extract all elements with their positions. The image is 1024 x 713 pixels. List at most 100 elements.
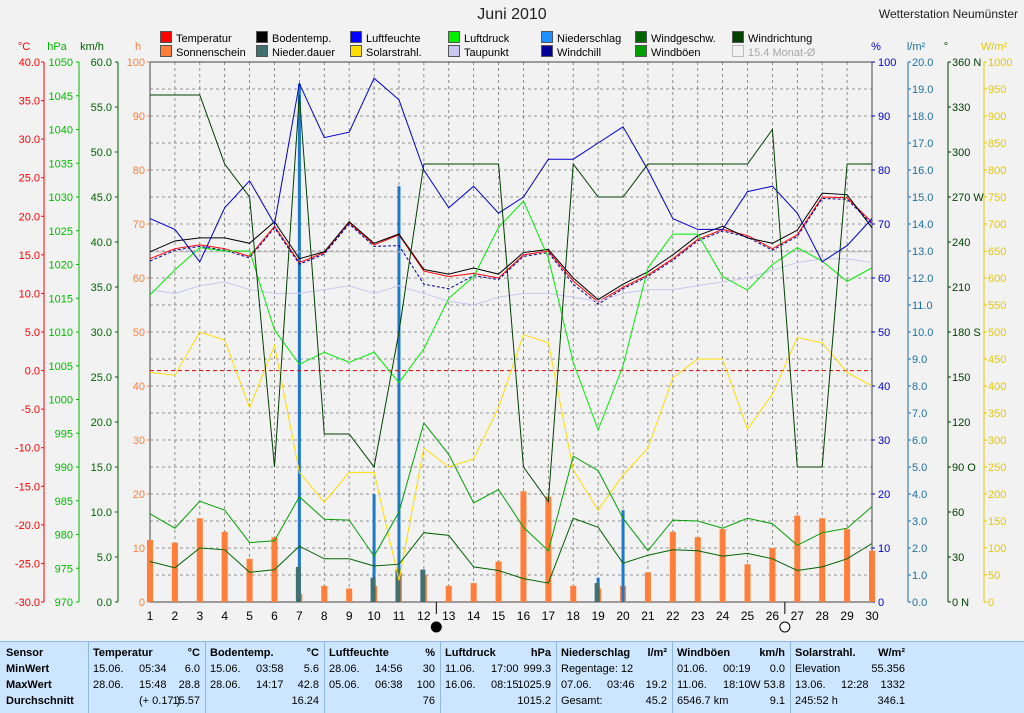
bar-sonnenschein xyxy=(445,585,452,602)
stats-section: Niederschlag l/m² Regentage: 12 07.06. 03:46… xyxy=(556,642,673,713)
x-tick-label: 17 xyxy=(542,609,556,623)
axis-tick-label: 14.0 xyxy=(912,219,933,231)
stats-date: 05.06. xyxy=(329,679,360,691)
axis-tick-label: 13.0 xyxy=(912,246,933,258)
legend-swatch xyxy=(448,31,460,43)
stats-value: 30 xyxy=(422,663,435,675)
stats-value: 6.0 xyxy=(184,663,200,675)
axis-unit-label: hPa xyxy=(47,41,67,53)
axis-tick-label: 330 xyxy=(952,102,970,114)
stats-date: Gesamt: xyxy=(561,695,603,707)
stats-date: 28.06. xyxy=(210,679,241,691)
legend-label: Temperatur xyxy=(176,33,232,45)
line-solarstrahl xyxy=(149,331,873,581)
line-windben xyxy=(149,421,873,558)
axis-tick-label: 600 xyxy=(988,273,1006,285)
stats-section-title: Temperatur xyxy=(93,647,153,659)
stats-section: Solarstrahl. W/m² Elevation 55.356 13.06. 12:… xyxy=(790,642,911,713)
stats-value: 1025.9 xyxy=(517,679,551,691)
axis-tick-label: 850 xyxy=(988,138,1006,150)
stats-section-unit: hPa xyxy=(530,647,551,659)
x-tick-label: 5 xyxy=(246,609,253,623)
bar-sonnenschein xyxy=(819,518,826,602)
axis-tick-label: 200 xyxy=(988,489,1006,501)
axis-tick-label: 1000 xyxy=(49,395,73,407)
x-tick-label: 7 xyxy=(296,609,303,623)
stats-value: 15.57 xyxy=(172,695,200,707)
line-windrichtung xyxy=(150,94,872,503)
axis-tick-label: 250 xyxy=(988,462,1006,474)
stats-row-label: MaxWert xyxy=(6,679,52,691)
bar-sonnenschein xyxy=(470,583,477,602)
axis-tick-label: 20 xyxy=(878,489,890,501)
legend-swatch xyxy=(732,31,744,43)
axis-tick-label: 180 S xyxy=(952,327,981,339)
axis-tick-label: 55.0 xyxy=(91,102,112,114)
stats-value: 28.8 xyxy=(178,679,200,691)
axis-tick-label: 80 xyxy=(133,165,145,177)
axis-tick-label: 1025 xyxy=(49,226,73,238)
axis-tick-label: 700 xyxy=(988,219,1006,231)
x-tick-label: 14 xyxy=(467,609,481,623)
axis-tick-label: 90 xyxy=(878,111,890,123)
axis-tick-label: 40 xyxy=(133,381,145,393)
axis-tick-label: 60.0 xyxy=(91,57,112,69)
axis-tick-label: 980 xyxy=(55,530,73,542)
bar-sonnenschein xyxy=(719,529,726,602)
legend-label: Windböen xyxy=(651,47,701,59)
x-tick-label: 8 xyxy=(321,609,328,623)
x-tick-label: 2 xyxy=(172,609,179,623)
axis-tick-label: 30 xyxy=(133,435,145,447)
axis-tick-label: 0.0 xyxy=(25,366,40,378)
axis-tick-label: 45.0 xyxy=(91,192,112,204)
stats-time: 14:17 xyxy=(256,679,284,691)
axis-tick-label: 985 xyxy=(55,496,73,508)
axis-tick-label: 0 xyxy=(988,597,994,609)
axis-tick-label: 20 xyxy=(133,489,145,501)
station-name: Wetterstation Neumünster xyxy=(878,7,1018,21)
x-tick-label: 4 xyxy=(221,609,228,623)
legend-item: Solarstrahl. xyxy=(350,45,422,59)
stats-time: 12:28 xyxy=(841,679,869,691)
axis-tick-label: 150 xyxy=(952,372,970,384)
legend-swatch xyxy=(541,31,553,43)
axis-tick-label: 50.0 xyxy=(91,147,112,159)
x-tick-label: 23 xyxy=(691,609,705,623)
x-tick-label: 27 xyxy=(791,609,805,623)
axis-tick-label: 50 xyxy=(878,327,890,339)
legend-item: Luftdruck xyxy=(448,31,509,45)
stats-time: 05:34 xyxy=(139,663,167,675)
bar-niederschlag xyxy=(297,83,301,603)
axis-tick-label: 300 xyxy=(952,147,970,159)
stats-section: Bodentemp. °C 15.06. 03:58 5.6 28.06. 14:17 42.… xyxy=(205,642,325,713)
axis-tick-label: 975 xyxy=(55,563,73,575)
axis-tick-label: 1015 xyxy=(49,293,73,305)
legend-item: Windböen xyxy=(635,45,701,59)
stats-value: 76 xyxy=(422,695,435,707)
legend-item: Temperatur xyxy=(160,31,232,45)
axis-tick-label: 20.0 xyxy=(912,57,933,69)
axis-tick-label: 550 xyxy=(988,300,1006,312)
stats-time: 15:48 xyxy=(139,679,167,691)
axis-tick-label: 1005 xyxy=(49,361,73,373)
axis-tick-label: 20.0 xyxy=(19,211,40,223)
x-tick-label: 15 xyxy=(492,609,506,623)
axis-tick-label: 270 W xyxy=(952,192,984,204)
axis-tick-label: -15.0 xyxy=(15,481,40,493)
legend-swatch xyxy=(448,45,460,57)
axis-tick-label: 60 xyxy=(133,273,145,285)
stats-row-label: MinWert xyxy=(6,663,50,675)
axis-tick-label: -25.0 xyxy=(15,558,40,570)
legend-swatch xyxy=(635,45,647,57)
stats-time: 17:00 xyxy=(491,663,519,675)
axis-tick-label: 350 xyxy=(988,408,1006,420)
axis-tick-label: 0 xyxy=(139,597,145,609)
axis-tick-label: 1030 xyxy=(49,192,73,204)
axis-tick-label: 360 N xyxy=(952,57,981,69)
bar-sonnenschein xyxy=(869,550,875,602)
stats-section: Luftfeuchte% 28.06. 14:56 30 05.06. 06:38 100 7… xyxy=(324,642,441,713)
new-moon-icon xyxy=(430,621,442,633)
stats-date: 28.06. xyxy=(329,663,360,675)
x-tick-label: 9 xyxy=(346,609,353,623)
stats-date: 07.06. xyxy=(561,679,592,691)
